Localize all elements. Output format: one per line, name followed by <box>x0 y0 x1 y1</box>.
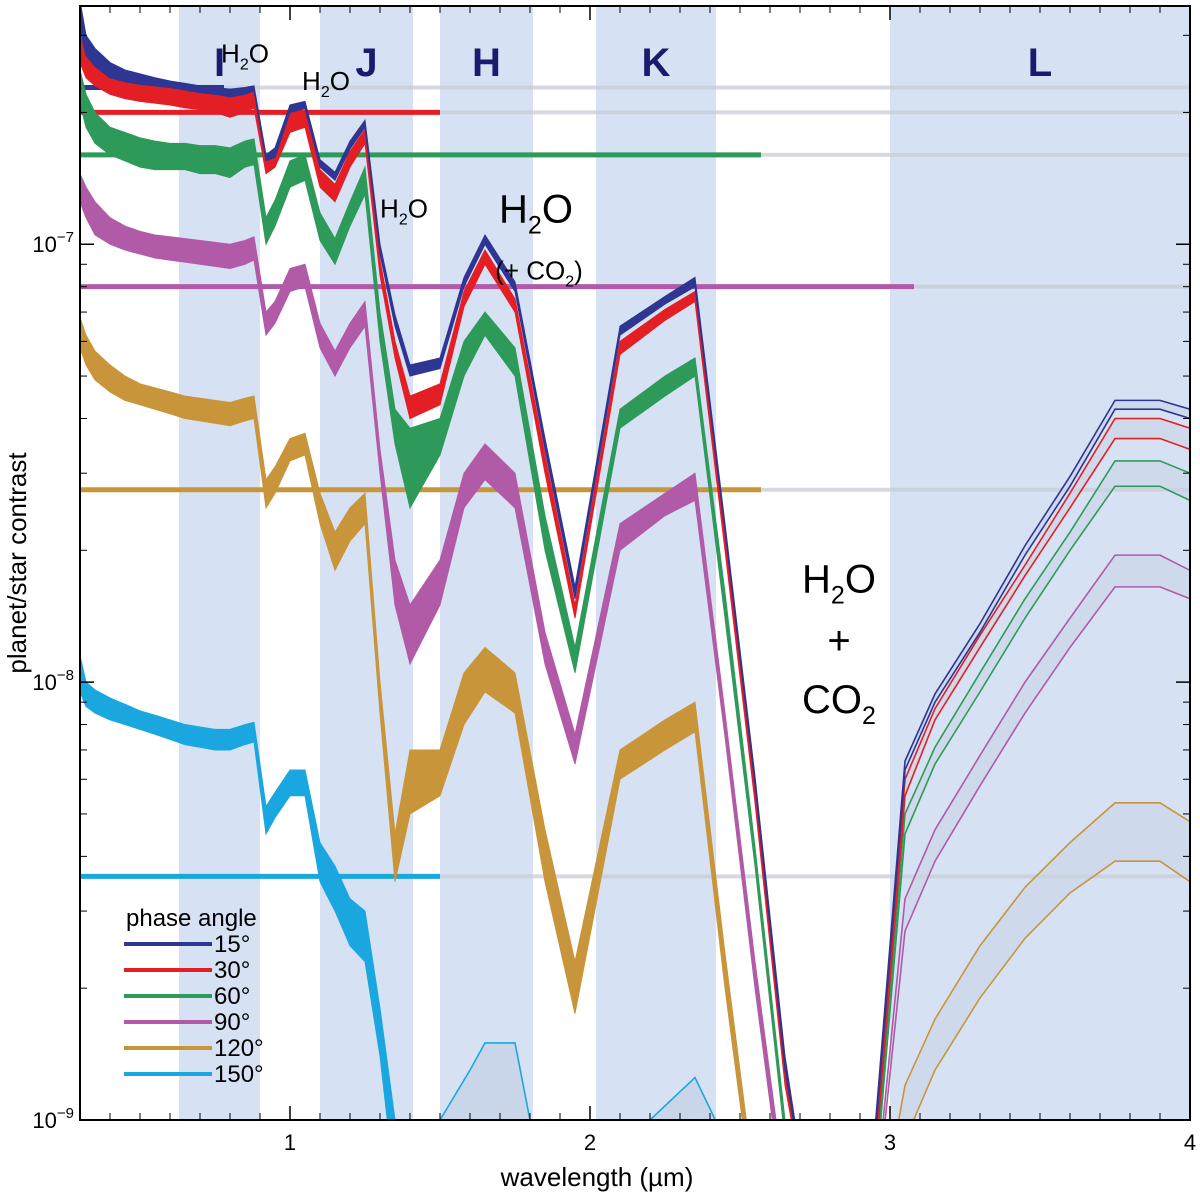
plot-frame <box>79 5 1191 1121</box>
x-tick-label-1: 1 <box>284 1130 296 1155</box>
annotation-5: (+ CO2) <box>495 256 583 291</box>
x-tick-label-4: 4 <box>1184 1130 1196 1155</box>
y-tick-label-2: 10−8 <box>32 667 74 695</box>
x-axis-title: wavelength (µm) <box>500 1162 694 1192</box>
y-tick-label-3: 10−9 <box>32 1105 74 1133</box>
series-upper-line-2 <box>876 417 1190 1120</box>
series-band-4 <box>80 173 777 1120</box>
annotation-6: H2O <box>802 558 876 610</box>
series-band-1 <box>80 6 796 1120</box>
series-layer <box>80 6 1190 1120</box>
series-band-6 <box>80 655 396 1120</box>
series-band-3 <box>80 69 786 1120</box>
faint-band-line <box>439 1042 717 1120</box>
annotation-7: + <box>827 619 850 663</box>
legend-label-1: 15° <box>214 931 250 958</box>
series-1 <box>80 6 1190 1120</box>
series-lower-line-1 <box>875 408 1190 1120</box>
band-label-h: H <box>472 41 501 85</box>
series-band-fill-l-4 <box>883 555 1190 1120</box>
annotation-1: H2O <box>221 39 269 74</box>
series-upper-line-5 <box>897 802 1190 1120</box>
series-band-fill-l-3 <box>879 460 1190 1120</box>
legend-label-3: 60° <box>214 983 250 1010</box>
legend-label-4: 90° <box>214 1009 250 1036</box>
band-label-j: J <box>355 41 377 85</box>
series-lower-line-5 <box>912 860 1190 1120</box>
axis-ticks: 1 2 3 4 10−7 10−8 10−9 <box>32 6 1196 1155</box>
series-6 <box>80 655 396 1120</box>
series-lower-line-3 <box>879 485 1190 1120</box>
series-4 <box>80 173 1190 1120</box>
faint-band-fill <box>440 1042 725 1120</box>
series-band-fill-l-5 <box>898 802 1190 1120</box>
legend: phase angle 15°30°60°90°120°150° <box>124 905 264 1088</box>
band-h <box>440 6 533 1120</box>
series-band-fill-l-2 <box>877 418 1190 1120</box>
legend-label-6: 150° <box>214 1061 264 1088</box>
band-label-k: K <box>642 41 671 85</box>
band-label-i: I <box>214 41 225 85</box>
annotation-2: H2O <box>302 66 350 101</box>
annotations: H2O H2O H2O H2O (+ CO2) H2O + CO2 <box>221 39 876 730</box>
x-tick-label-3: 3 <box>884 1130 896 1155</box>
series-band-5 <box>80 317 747 1120</box>
series-upper-line-3 <box>878 460 1190 1120</box>
annotation-4: H2O <box>499 188 573 240</box>
y-tick-label-1: 10−7 <box>32 229 74 257</box>
legend-label-2: 30° <box>214 957 250 984</box>
legend-title: phase angle <box>126 905 257 932</box>
y-axis-title: planet/star contrast <box>2 452 32 674</box>
annotation-3: H2O <box>380 194 428 229</box>
x-tick-label-2: 2 <box>584 1130 596 1155</box>
series-5 <box>80 317 1190 1120</box>
annotation-8: CO2 <box>802 678 876 730</box>
series-lower-line-4 <box>884 586 1190 1120</box>
legend-label-5: 120° <box>214 1035 264 1062</box>
band-i <box>179 6 260 1120</box>
series-3 <box>80 69 1190 1120</box>
series-lower-line-2 <box>877 437 1190 1120</box>
band-label-l: L <box>1028 41 1052 85</box>
series-upper-line-4 <box>882 554 1190 1120</box>
series-upper-line-1 <box>874 399 1190 1120</box>
